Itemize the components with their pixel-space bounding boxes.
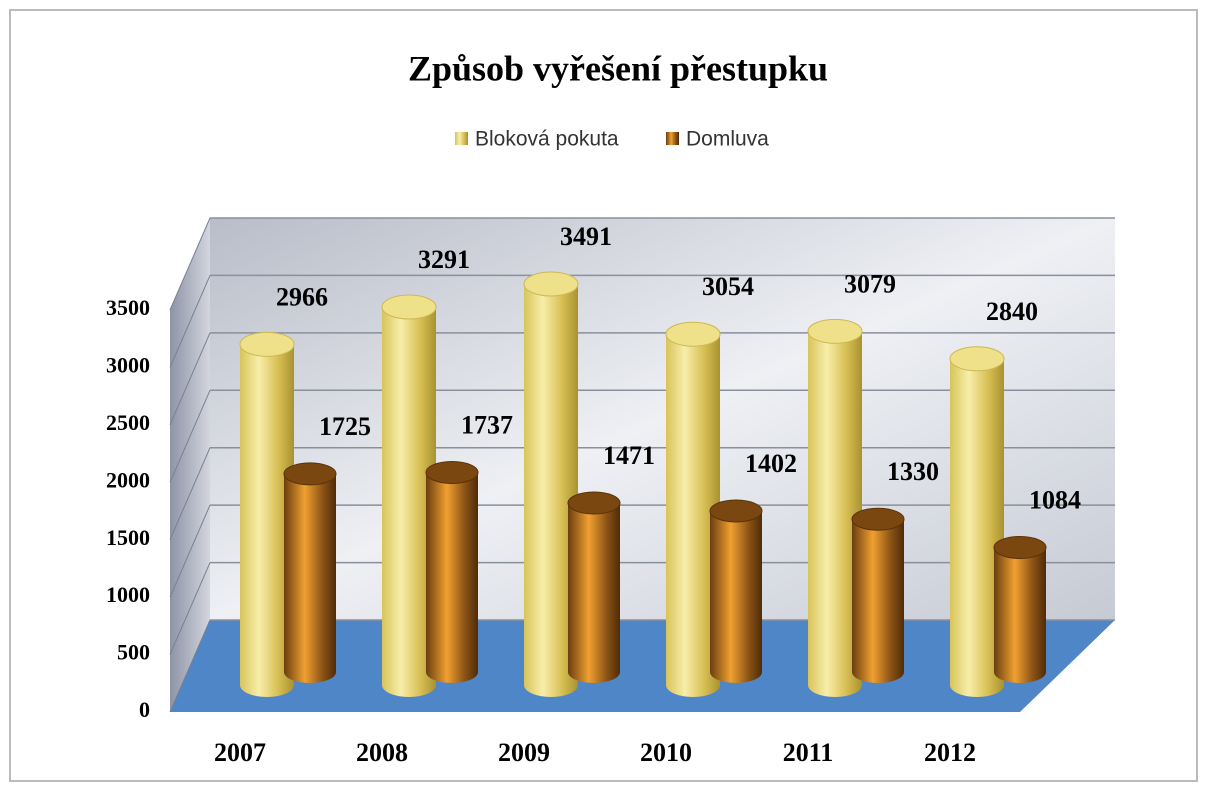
data-label: 1084 <box>1029 485 1081 514</box>
data-label: 3079 <box>844 269 896 298</box>
legend-swatch <box>455 132 468 145</box>
grid-line-side <box>169 504 211 598</box>
data-label: 3491 <box>560 222 612 251</box>
data-label: 1402 <box>745 449 797 478</box>
chart-title: Způsob vyřešení přestupku <box>408 48 828 88</box>
y-tick-label: 1000 <box>106 582 150 607</box>
bar <box>666 334 720 697</box>
bar <box>524 284 578 697</box>
data-label: 3054 <box>702 272 754 301</box>
bar-top <box>381 294 437 320</box>
y-tick-label: 2000 <box>106 467 150 492</box>
bar-top <box>523 271 579 297</box>
bar-top <box>807 318 863 344</box>
legend-swatch <box>666 132 679 145</box>
y-tick-label: 3000 <box>106 352 150 377</box>
y-tick-label: 2500 <box>106 410 150 435</box>
bar <box>852 519 904 683</box>
left-wall <box>170 218 210 712</box>
bar-top <box>567 491 621 515</box>
data-label: 1725 <box>319 412 371 441</box>
bar <box>710 510 762 683</box>
x-tick-label: 2010 <box>640 738 692 767</box>
bar-top <box>709 499 763 523</box>
data-label: 1737 <box>461 410 513 439</box>
x-tick-label: 2012 <box>924 738 976 767</box>
legend-label: Domluva <box>686 128 769 151</box>
bar-top <box>949 346 1005 372</box>
grid-line-side <box>169 275 211 368</box>
bar <box>240 344 294 697</box>
grid-line-side <box>169 217 211 311</box>
bar-top <box>283 462 337 486</box>
bar <box>808 331 862 697</box>
data-label: 1471 <box>603 441 655 470</box>
legend-label: Bloková pokuta <box>475 128 619 151</box>
bar-top <box>665 321 721 347</box>
bar <box>284 473 336 683</box>
bar-top <box>239 331 295 357</box>
bar-top <box>425 460 479 484</box>
bar <box>950 358 1004 697</box>
data-label: 1330 <box>887 457 939 486</box>
bar <box>568 503 620 683</box>
data-label: 2966 <box>276 282 328 311</box>
x-tick-label: 2011 <box>783 738 834 767</box>
y-tick-label: 500 <box>117 640 150 665</box>
grid-line-side <box>169 562 211 655</box>
x-tick-label: 2007 <box>214 738 266 767</box>
grid-line-side <box>169 390 211 483</box>
bar-top <box>993 535 1047 559</box>
data-label: 3291 <box>418 245 470 274</box>
grid-line-side <box>169 447 211 540</box>
grid-line-side <box>169 619 211 713</box>
x-tick-label: 2008 <box>356 738 408 767</box>
y-tick-label: 1500 <box>106 525 150 550</box>
bar <box>994 547 1046 683</box>
y-tick-label: 0 <box>139 697 150 722</box>
bar-top <box>851 507 905 531</box>
y-tick-label: 3500 <box>106 295 150 320</box>
bar <box>382 307 436 697</box>
data-label: 2840 <box>986 297 1038 326</box>
grid-line-side <box>169 332 211 426</box>
bar <box>426 472 478 683</box>
x-tick-label: 2009 <box>498 738 550 767</box>
